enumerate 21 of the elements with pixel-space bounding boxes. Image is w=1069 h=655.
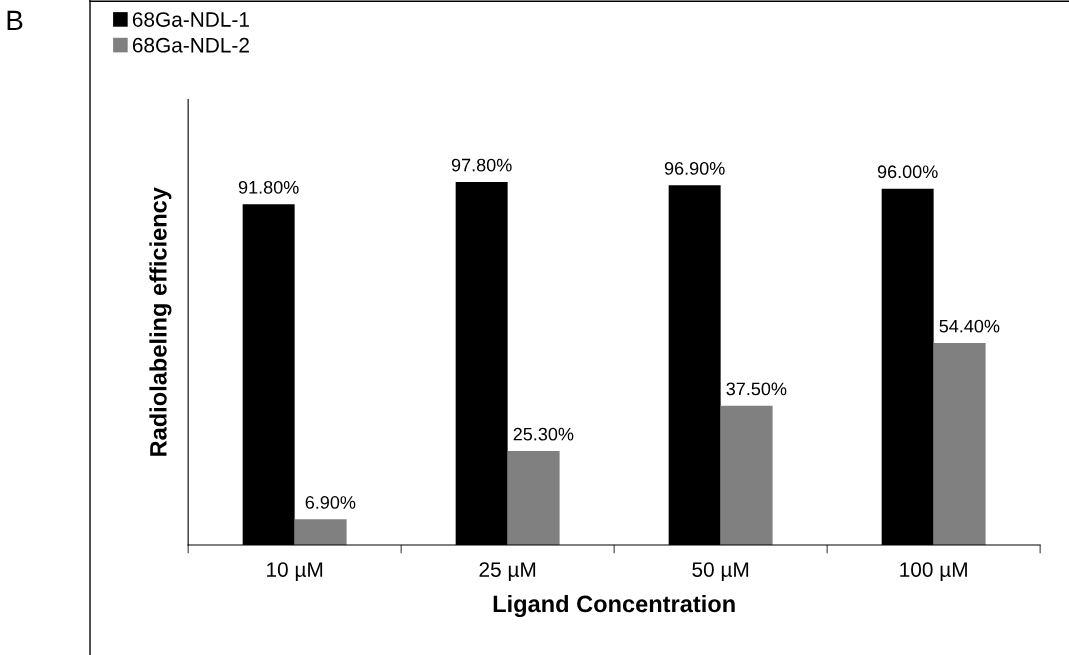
x-tick-label: 25 µM [479, 562, 536, 582]
x-tick-label: 50 µM [692, 562, 749, 582]
data-label: 91.80% [238, 180, 299, 194]
data-label: 25.30% [513, 427, 574, 441]
data-label: 54.40% [939, 319, 1000, 333]
x-axis-title: Ligand Concentration [493, 594, 735, 618]
data-label: 37.50% [726, 382, 787, 396]
legend-label: 68Ga-NDL-2 [132, 37, 249, 53]
y-axis-title: Radiolabeling efficiency [149, 187, 172, 456]
bar [720, 405, 773, 545]
data-label: 96.90% [664, 162, 725, 175]
x-tick-label: 10 µM [267, 562, 323, 582]
bar [933, 343, 986, 545]
data-label: 6.90% [305, 496, 356, 509]
data-label: 96.00% [877, 165, 938, 179]
text: B [7, 10, 23, 30]
data-label: 97.80% [451, 158, 512, 172]
x-tick-label: 100 µM [900, 562, 967, 582]
bar [294, 519, 347, 545]
bar [507, 451, 560, 545]
legend-label: 68Ga-NDL-1 [132, 12, 249, 27]
